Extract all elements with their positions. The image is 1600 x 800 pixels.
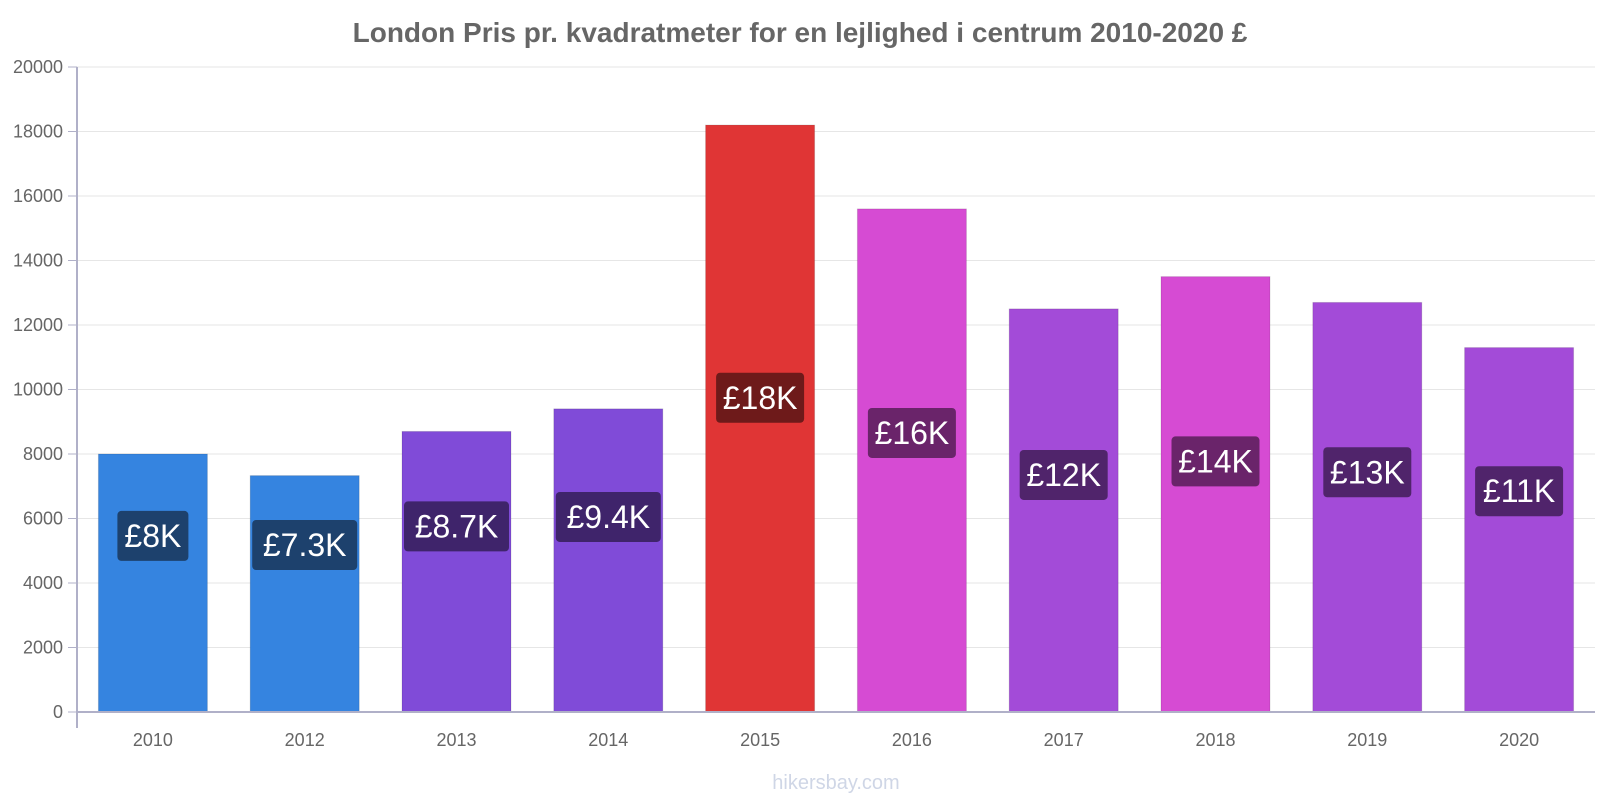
x-tick-label: 2010 (133, 730, 173, 750)
y-tick-label: 8000 (23, 444, 63, 464)
data-label: £18K (723, 380, 798, 416)
data-label: £16K (875, 415, 950, 451)
data-label-box (1019, 449, 1108, 500)
data-label-box (404, 501, 509, 552)
bar-2013 (401, 430, 512, 713)
bar-2010 (97, 453, 208, 713)
y-tick-label: 18000 (13, 122, 63, 142)
data-label-box (252, 519, 358, 570)
y-tick-label: 12000 (13, 315, 63, 335)
data-label: £8.7K (415, 508, 499, 544)
x-tick-label: 2017 (1044, 730, 1084, 750)
bars (97, 124, 1575, 713)
x-tick-label: 2018 (1195, 730, 1235, 750)
y-axis: 0 2000 4000 6000 8000 10000 12000 14000 16000 180… (13, 57, 78, 728)
bar-2018 (1160, 276, 1271, 713)
data-label-box (117, 510, 189, 561)
x-tick-label: 2015 (740, 730, 780, 750)
data-label-box (1171, 436, 1260, 487)
x-tick-label: 2012 (285, 730, 325, 750)
bar-2019 (1312, 301, 1423, 713)
data-label: £13K (1330, 454, 1405, 490)
y-tick-label: 16000 (13, 186, 63, 206)
data-label-box (867, 407, 956, 458)
bar-2012 (249, 475, 360, 713)
x-tick-label: 2020 (1499, 730, 1539, 750)
data-label-box (1323, 447, 1412, 498)
data-label-box (1475, 466, 1564, 517)
x-tick-label: 2016 (892, 730, 932, 750)
bar-2014 (553, 408, 664, 713)
y-tick-label: 14000 (13, 251, 63, 271)
data-label: £14K (1178, 443, 1253, 479)
bar-2020 (1464, 347, 1575, 713)
data-label: £9.4K (566, 499, 650, 535)
y-tick-label: 10000 (13, 380, 63, 400)
x-tick-label: 2014 (588, 730, 628, 750)
y-tick-label: 2000 (23, 638, 63, 658)
data-label-box (716, 372, 805, 423)
y-tick-label: 4000 (23, 573, 63, 593)
y-tick-label: 6000 (23, 509, 63, 529)
bar-2017 (1008, 308, 1119, 713)
bar-2016 (856, 208, 967, 713)
x-tick-label: 2013 (436, 730, 476, 750)
data-label: £11K (1483, 473, 1555, 509)
watermark: hikersbay.com (772, 772, 899, 794)
data-label: £8K (124, 518, 181, 554)
y-tick-label: 20000 (13, 57, 63, 77)
chart-title: London Pris pr. kvadratmeter for en lejl… (353, 17, 1248, 48)
data-label: £12K (1026, 457, 1101, 493)
data-labels: £8K £7.3K £8.7K £9.4K £18K £16K £12K £14K £13K £1… (117, 372, 1564, 570)
data-label: £7.3K (263, 527, 347, 563)
x-axis: 2010 2012 2013 2014 2015 2016 2017 2018 2019 2020 (77, 711, 1595, 750)
x-tick-label: 2019 (1347, 730, 1387, 750)
data-label-box (555, 491, 661, 542)
y-tick-label: 0 (53, 702, 63, 722)
